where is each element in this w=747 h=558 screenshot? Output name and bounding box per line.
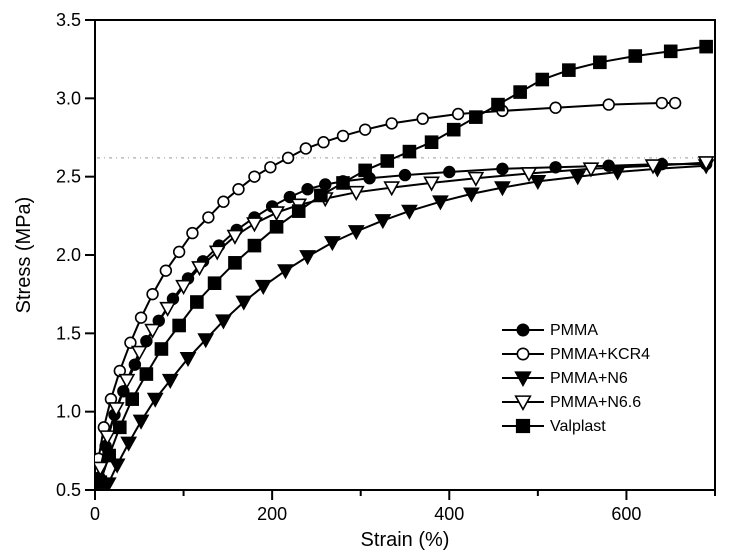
x-axis-label: Strain (%) (361, 529, 450, 551)
y-tick-label: 3.5 (56, 10, 81, 30)
stress-strain-chart: { "chart": { "type": "line-scatter", "wi… (0, 0, 747, 558)
x-tick-label: 600 (611, 504, 641, 524)
x-tick-label: 0 (90, 504, 100, 524)
y-tick-label: 2.5 (56, 167, 81, 187)
series-pmma (99, 164, 706, 477)
y-tick-label: 1.0 (56, 402, 81, 422)
legend: PMMA PMMA+KCR4 PMMA+N6 PMMA+N6.6 Valplast (502, 322, 650, 435)
y-tick-label: 0.5 (56, 480, 81, 500)
x-tick-label: 400 (434, 504, 464, 524)
y-tick-label: 3.0 (56, 88, 81, 108)
y-axis-label: Stress (MPa) (13, 197, 35, 314)
legend-label-val: Valplast (550, 418, 606, 435)
chart-svg: 0 200 400 600 0.5 1.0 1.5 2.0 2.5 3.0 3.5 Stress (M… (0, 0, 747, 558)
legend-label-pmma: PMMA (550, 322, 598, 339)
series-val (100, 47, 706, 483)
legend-label-n66: PMMA+N6.6 (550, 394, 641, 411)
x-tick-label: 200 (257, 504, 287, 524)
legend-label-n6: PMMA+N6 (550, 370, 628, 387)
plot-area (93, 41, 713, 491)
legend-label-kcr4: PMMA+KCR4 (550, 346, 650, 363)
y-tick-label: 2.0 (56, 245, 81, 265)
y-tick-label: 1.5 (56, 323, 81, 343)
